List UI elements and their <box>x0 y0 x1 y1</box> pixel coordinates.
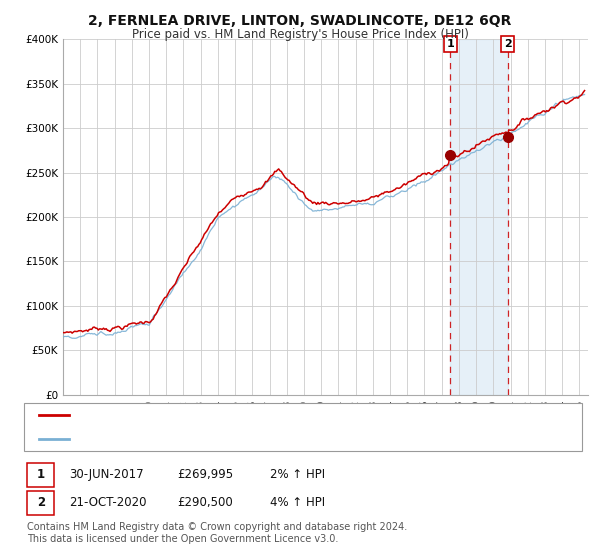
Text: 2, FERNLEA DRIVE, LINTON, SWADLINCOTE, DE12 6QR: 2, FERNLEA DRIVE, LINTON, SWADLINCOTE, D… <box>88 14 512 28</box>
Text: HPI: Average price, detached house, South Derbyshire: HPI: Average price, detached house, Sout… <box>73 434 376 444</box>
Text: £290,500: £290,500 <box>177 496 233 509</box>
Text: 2% ↑ HPI: 2% ↑ HPI <box>270 468 325 481</box>
Text: Price paid vs. HM Land Registry's House Price Index (HPI): Price paid vs. HM Land Registry's House … <box>131 28 469 41</box>
Text: 2, FERNLEA DRIVE, LINTON, SWADLINCOTE, DE12 6QR (detached house): 2, FERNLEA DRIVE, LINTON, SWADLINCOTE, D… <box>73 410 478 420</box>
Text: 4% ↑ HPI: 4% ↑ HPI <box>270 496 325 509</box>
Text: 1: 1 <box>37 468 45 481</box>
Text: 30-JUN-2017: 30-JUN-2017 <box>69 468 143 481</box>
Bar <box>450 39 508 395</box>
Text: 21-OCT-2020: 21-OCT-2020 <box>69 496 146 509</box>
Text: 2: 2 <box>504 39 511 49</box>
Text: 1: 1 <box>446 39 454 49</box>
Text: £269,995: £269,995 <box>177 468 233 481</box>
Text: Contains HM Land Registry data © Crown copyright and database right 2024.
This d: Contains HM Land Registry data © Crown c… <box>27 522 407 544</box>
Text: 2: 2 <box>37 496 45 509</box>
